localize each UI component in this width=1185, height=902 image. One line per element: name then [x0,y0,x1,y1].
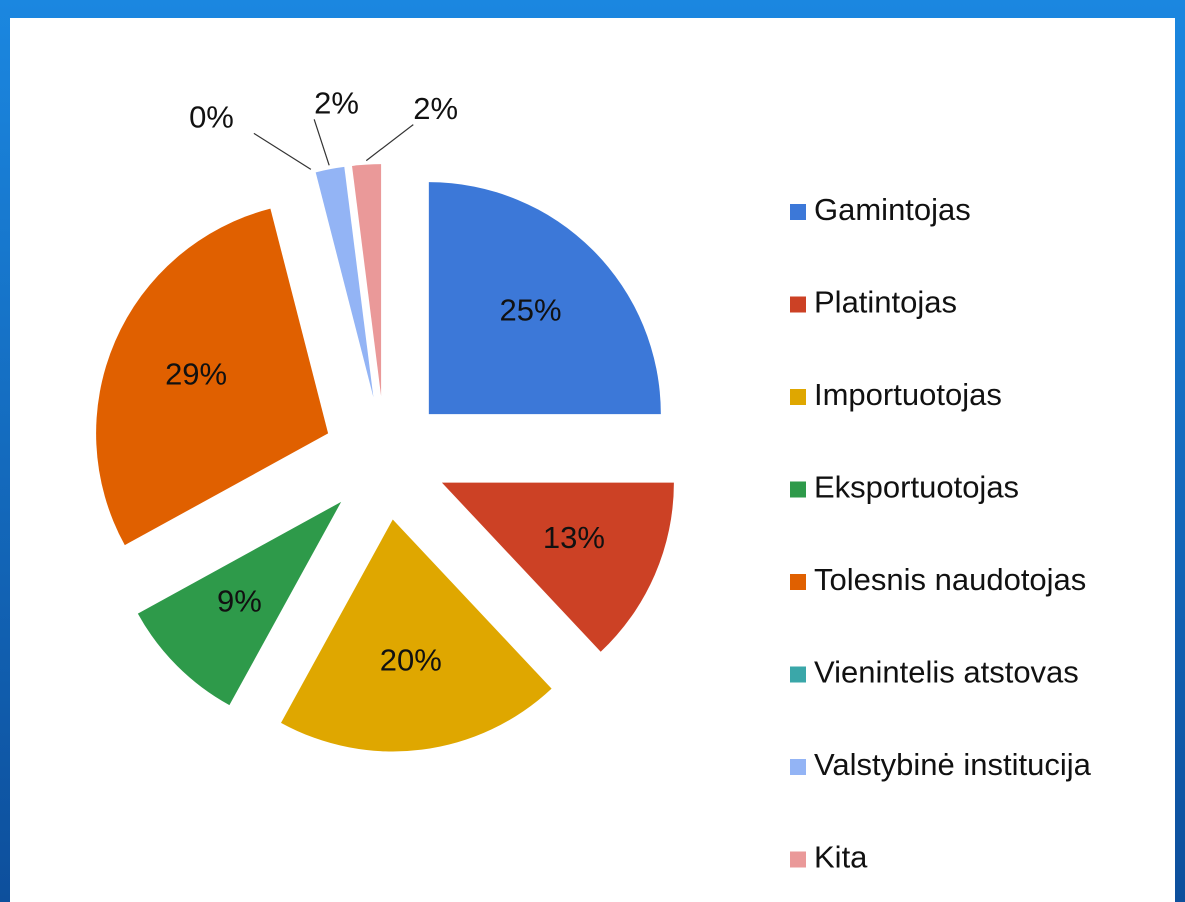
data-label: 13% [543,520,605,555]
pie-slice [428,182,661,415]
pie-slice [352,164,382,397]
data-label: 25% [500,293,562,328]
pie-slice [137,501,342,706]
legend-label: Valstybinė institucija [814,747,1092,782]
legend-label: Importuotojas [814,377,1002,412]
legend-swatch [790,666,806,683]
legend-label: Eksportuotojas [814,470,1019,505]
legend-swatch [790,851,806,868]
legend-swatch [790,574,806,590]
leader-line [365,124,414,162]
legend-swatch [790,481,806,498]
leader-line [313,119,330,166]
pie-slice [441,482,674,652]
data-label: 20% [380,642,442,677]
data-label: 2% [413,91,458,126]
legend-swatch [790,389,806,405]
legend-swatch [790,204,806,220]
legend-swatch [790,296,806,313]
legend-swatch [790,759,806,775]
legend-label: Kita [814,840,868,875]
data-label: 9% [217,584,262,619]
pie-slice [96,208,329,546]
data-label: 0% [189,100,234,135]
legend-label: Platintojas [814,285,957,320]
legend-label: Vienintelis atstovas [814,655,1079,690]
leader-line [253,132,312,170]
legend-label: Gamintojas [814,192,971,227]
pie-slice [281,519,552,752]
data-label: 29% [165,356,227,391]
legend-label: Tolesnis naudotojas [814,562,1086,597]
pie-slice [315,166,374,398]
data-label: 2% [314,85,359,120]
